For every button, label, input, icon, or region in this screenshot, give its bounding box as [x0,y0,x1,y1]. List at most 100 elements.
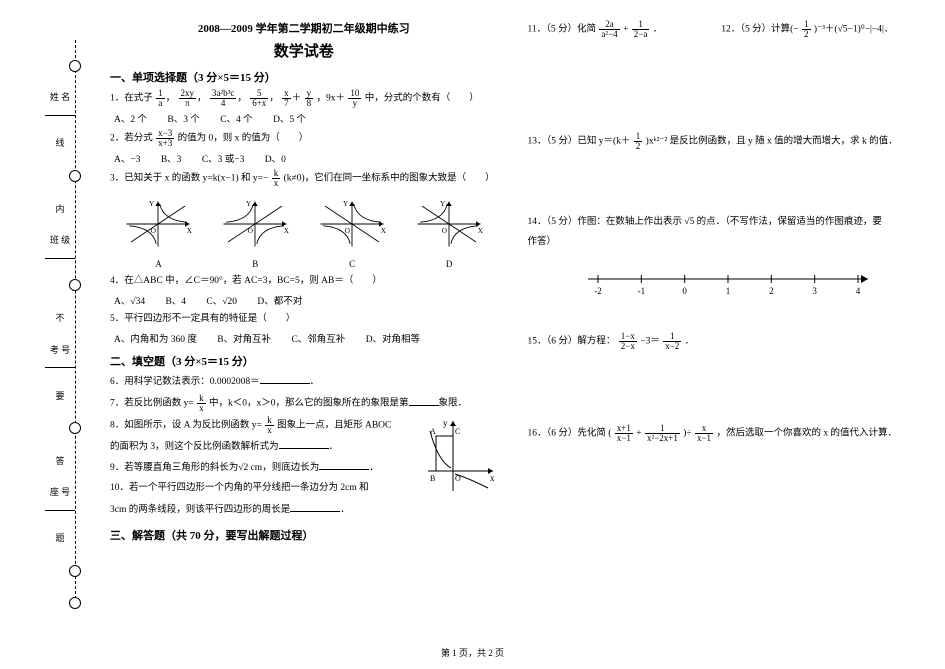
q11f2d: 2−a [632,30,650,39]
exam-field: 考 号 [45,345,75,369]
q1f4d: 6+x [250,99,268,108]
ring-hole [69,565,81,577]
spacer [528,302,916,332]
q1-lead: 1．在式子 [110,94,153,104]
q16-tail: ，然后选取一个你喜欢的 x 的值代入计算． [716,429,897,439]
blank [409,395,439,406]
q4-opt-c: C、√20 [206,297,237,307]
q1-opt-b: B、3 个 [167,115,199,125]
svg-text:x: x [490,473,495,483]
vertical-char: 内 [55,202,64,215]
graph-b-label: B [219,259,291,269]
svg-text:C: C [455,427,460,436]
plus: ＋ [292,94,302,104]
question-11-12-row: 11．（5 分）化简 2aa²−4 + 12−a ． 12．（5 分）计算(− … [528,20,916,39]
q1f2d: π [179,99,197,108]
q6-text: 6．用科学记数法表示：0.0002008＝ [110,377,260,387]
q2-opt-d: D、0 [265,155,286,165]
q4-opt-a: A、√34 [114,297,145,307]
q1f3d: 4 [210,99,236,108]
right-column: 11．（5 分）化简 2aa²−4 + 12−a ． 12．（5 分）计算(− … [513,20,916,649]
q11-tail: ． [653,25,663,35]
q7-tail: 象限． [439,399,468,409]
q10-tail: ． [340,505,350,515]
graph-a: XYO A [122,194,194,269]
q3-graphs: XYO A XYO B [110,194,498,269]
blank [290,501,340,512]
q16-lead: 16．（6 分）先化简 ( [528,429,612,439]
q1f6d: 8 [305,99,314,108]
number-line: -2-101234 [578,259,878,299]
vertical-char: 线 [55,136,64,149]
header-main: 数学试卷 [110,40,498,61]
sep: ， [269,94,279,104]
seat-label: 座 号 [50,487,70,497]
question-6: 6．用科学记数法表示：0.0002008＝． [110,373,498,391]
q9-text: 9．若等腰直角三角形的斜长为√2 cm，则底边长为 [110,463,319,473]
binding-margin: 姓 名 线 内 班 级 不 考 号 要 答 座 号 题 [30,20,90,649]
q13-tail: )xᵏ²⁻² 是反比例函数，且 y 随 x 值的增大而增大，求 k 的值． [646,137,898,147]
q4-opt-b: B、4 [165,297,186,307]
q8-line2: 的面积为 3，则这个反比例函数解析式为 [110,442,279,452]
q16f3d: x−1 [695,434,713,443]
q7fd: x [197,404,206,413]
question-5: 5．平行四边形不一定具有的特征是（ ） [110,311,498,328]
q12-lead: 12．（5 分）计算(− [721,25,798,35]
q3fd: x [272,179,281,188]
name-field: 姓 名 [45,92,75,116]
svg-text:Y: Y [343,200,349,208]
ring-hole [69,597,81,609]
q4-opt-d: D、都不对 [257,297,302,307]
svg-text:Y: Y [440,200,446,208]
q14a: 14．（5 分）作图：在数轴上作出表示 √5 的点．（不写作法，保留适当的作图痕… [528,217,882,227]
svg-text:X: X [381,227,387,235]
svg-text:-1: -1 [637,286,645,296]
q3-tail: (k≠0)，它们在同一坐标系中的图象大致是（ ） [284,174,495,184]
sep: ， [197,94,207,104]
q1-options: A、2 个 B、3 个 C、4 个 D、5 个 [114,111,498,125]
page-footer: 第 1 页，共 2 页 [0,646,945,659]
q1-opt-d: D、5 个 [273,115,306,125]
question-4: 4．在△ABC 中，∠C＝90°，若 AC=3，BC=5，则 AB＝（ ） [110,273,498,290]
graph-a-label: A [122,259,194,269]
question-12: 12．（5 分）计算(− 12 )⁻³＋(√5−1)⁰−|−4|． [721,20,915,39]
question-2: 2．若分式 x−3x+3 的值为 0，则 x 的值为（ ） [110,129,498,148]
q2-tail: 的值为 0，则 x 的值为（ ） [178,134,309,144]
svg-text:3: 3 [812,286,817,296]
graph-c-label: C [316,259,388,269]
name-label: 姓 名 [50,92,70,102]
q8-tail: ． [329,442,339,452]
q16f1d: x−1 [615,434,633,443]
svg-text:y: y [443,418,448,428]
binding-line [75,40,76,599]
q11-lead: 11．（5 分）化简 [528,25,597,35]
q11f1d: a²−4 [599,30,619,39]
q12-mid: )⁻³＋(√5−1)⁰−|−4|． [814,25,894,35]
section-1-title: 一、单项选择题（3 分×5＝15 分） [110,69,498,85]
svg-text:Y: Y [246,200,252,208]
graph-d: XYO D [413,194,485,269]
exam-label: 考 号 [50,345,70,355]
question-11: 11．（5 分）化简 2aa²−4 + 12−a ． [528,20,722,39]
q5-options: A、内角和为 360 度 B、对角互补 C、邻角互补 D、对角相等 [114,331,498,345]
graph-c: XYO C [316,194,388,269]
header-sub: 2008—2009 学年第二学期初二年级期中练习 [110,20,498,36]
svg-text:X: X [187,227,193,235]
ring-hole [69,60,81,72]
q2-options: A、−3 B、3 C、3 或−3 D、0 [114,151,498,165]
q5-opt-d: D、对角相等 [366,335,420,345]
q12f1d: 2 [802,30,811,39]
q2-opt-a: A、−3 [114,155,140,165]
svg-text:A: A [430,427,436,436]
vertical-char: 不 [55,311,64,324]
q8-lead: 8．如图所示，设 A 为反比例函数 y= [110,421,262,431]
q8-figure: x y A B O C [418,416,498,496]
q2-opt-b: B、3 [161,155,182,165]
q7-lead: 7．若反比例函数 y= [110,399,194,409]
blank [260,373,310,384]
spacer [528,354,916,424]
q8fd: x [265,426,274,435]
svg-text:1: 1 [725,286,730,296]
q16-mid: )÷ [683,429,691,439]
seat-field: 座 号 [45,487,75,511]
